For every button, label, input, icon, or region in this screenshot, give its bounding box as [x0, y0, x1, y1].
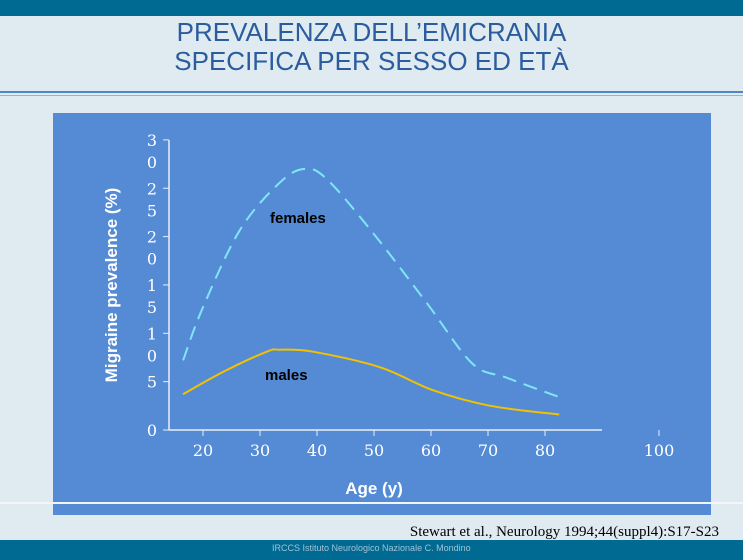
top-bar — [0, 0, 743, 16]
series-label-females: females — [270, 210, 326, 227]
x-tick-label: 70 — [478, 441, 498, 460]
title-line-1: PREVALENZA DELL’EMICRANIA — [176, 17, 567, 47]
series-line-males — [182, 348, 560, 416]
x-tick-label: 50 — [364, 441, 384, 460]
y-tick-label: 5 — [147, 373, 157, 392]
x-tick-label: 20 — [193, 441, 213, 460]
series-label-males: males — [265, 367, 308, 384]
institution-footer: IRCCS Istituto Neurologico Nazionale C. … — [272, 543, 471, 553]
bottom-bar — [0, 540, 743, 560]
slide-title: PREVALENZA DELL’EMICRANIA SPECIFICA PER … — [0, 18, 743, 76]
x-tick-label: 80 — [535, 441, 555, 460]
title-divider — [0, 91, 743, 93]
title-line-2: SPECIFICA PER SESSO ED ETÀ — [174, 46, 569, 76]
y-axis-label: Migraine prevalence (%) — [102, 188, 121, 383]
x-tick-label: 40 — [307, 441, 327, 460]
panel-divider — [0, 502, 743, 504]
x-tick-label: 100 — [644, 441, 675, 460]
x-tick-label: 30 — [250, 441, 270, 460]
x-axis-label: Age (y) — [345, 479, 403, 498]
y-tick-label: 0 — [147, 421, 157, 440]
chart-panel — [53, 113, 711, 515]
title-divider-thin — [0, 95, 743, 96]
citation: Stewart et al., Neurology 1994;44(suppl4… — [409, 524, 719, 540]
series-line-females — [182, 167, 560, 399]
x-tick-label: 60 — [421, 441, 441, 460]
